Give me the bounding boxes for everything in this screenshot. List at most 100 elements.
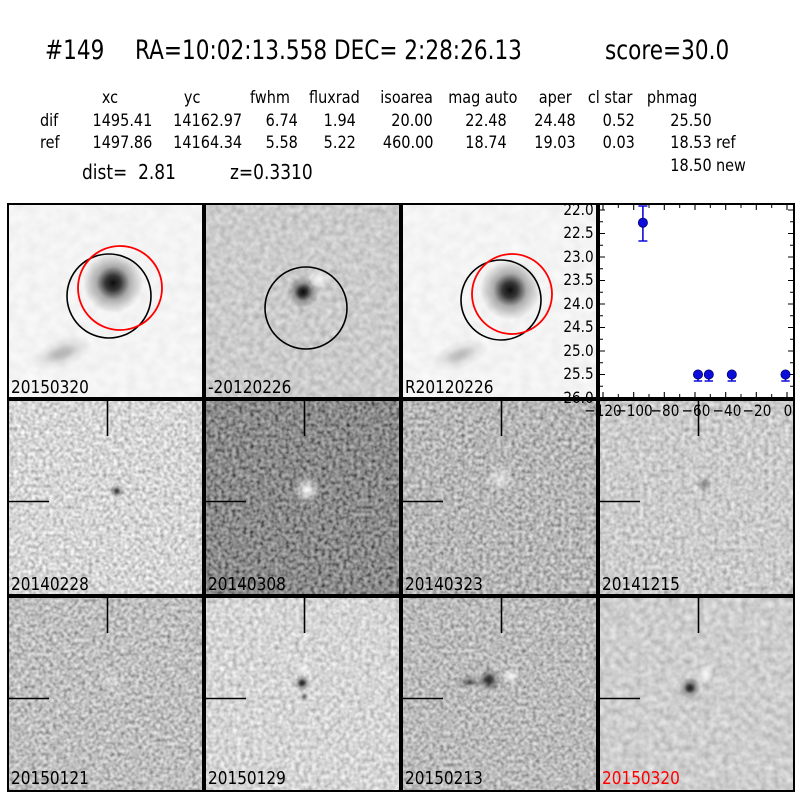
- plot-frame: [598, 203, 795, 399]
- lightcurve-plot: [598, 203, 795, 399]
- residual-blob-bright: [696, 665, 714, 683]
- panel-border: [204, 203, 401, 399]
- y-tick-label: 23.5: [563, 270, 594, 289]
- cutout-reference-image: R20120226: [401, 203, 598, 399]
- col-header-mag-auto: mag auto: [447, 88, 517, 108]
- panel-border: [204, 596, 401, 792]
- cutout-epoch-20140323: 20140323: [401, 399, 598, 596]
- ref-fluxrad: 5.22: [323, 133, 356, 153]
- major-ticks: [599, 204, 794, 399]
- source-blob: [83, 253, 143, 313]
- cutout-epoch-20150320-detection: 20150320: [598, 596, 795, 792]
- data-point: [780, 369, 791, 380]
- crosshair-ticks: [205, 597, 306, 700]
- crosshair-ticks: [402, 597, 503, 700]
- row-label-dif: dif: [40, 111, 59, 131]
- noise-background: [401, 596, 598, 792]
- cutout-epoch-20150213: 20150213: [401, 596, 598, 792]
- ref-xc: 1497.86: [92, 133, 152, 153]
- cutout-epoch-20140308: 20140308: [204, 399, 401, 596]
- panel-border: [7, 596, 204, 792]
- candidate-id: #149: [45, 35, 105, 66]
- col-header-aper: aper: [539, 88, 572, 108]
- epoch-stamp: [7, 596, 204, 792]
- col-header-isoarea: isoarea: [380, 88, 433, 108]
- epoch-stamp: [401, 399, 598, 596]
- crosshair-ticks: [8, 597, 109, 700]
- minor-ticks: [599, 204, 794, 398]
- cutout-epoch-20140228: 20140228: [7, 399, 204, 596]
- positive-residual-blob: [309, 269, 329, 289]
- x-tick-label: −40: [712, 401, 742, 420]
- crosshair-ticks: [8, 400, 109, 503]
- panel-border: [401, 596, 598, 792]
- panel-border: [401, 399, 598, 596]
- aperture-circle-black: [66, 253, 152, 339]
- epoch-stamp: [204, 399, 401, 596]
- cutout-difference-image: -20120226: [204, 203, 401, 399]
- noise-background: [598, 399, 795, 596]
- y-tick-label: 25.0: [563, 341, 594, 360]
- col-header-fluxrad: fluxrad: [309, 88, 360, 108]
- epoch-stamp: [401, 596, 598, 792]
- ref-isoarea: 460.00: [382, 133, 433, 153]
- residual-blob: [486, 465, 514, 493]
- cutout-epoch-20150121: 20150121: [7, 596, 204, 792]
- cutout-date-label: 20150129: [208, 768, 286, 789]
- residual-blob: [110, 484, 124, 498]
- residual-smear-dark: [454, 675, 484, 689]
- epoch-stamp: [598, 596, 795, 792]
- cutout-date-label: 20150320: [11, 377, 89, 398]
- ref-fwhm: 5.58: [265, 133, 298, 153]
- residual-blob: [294, 477, 320, 503]
- crosshair-ticks: [599, 400, 700, 503]
- cutout-date-label: 20150213: [405, 768, 483, 789]
- data-point: [693, 369, 704, 380]
- candidate-coordinates: RA=10:02:13.558 DEC= 2:28:26.13: [135, 35, 522, 66]
- ref-yc: 14164.34: [173, 133, 242, 153]
- residual-blob-dark: [679, 677, 701, 699]
- dif-xc: 1495.41: [92, 111, 152, 131]
- dif-fwhm: 6.74: [265, 111, 298, 131]
- difference-image-stamp: [204, 203, 401, 399]
- host-galaxy-smudge: [31, 335, 93, 371]
- col-header-xc: xc: [101, 88, 118, 108]
- y-tick-label: 24.0: [563, 294, 594, 313]
- noise-background: [7, 399, 204, 596]
- crosshair-ticks: [599, 597, 700, 700]
- host-galaxy-smudge: [431, 338, 489, 372]
- residual-blob-bright: [297, 662, 311, 676]
- crosshair-ticks: [205, 400, 306, 503]
- epoch-stamp: [204, 596, 401, 792]
- redshift-value: z=0.3310: [230, 160, 313, 184]
- dif-mag-auto: 22.48: [465, 111, 507, 131]
- aperture-circle-black: [264, 266, 348, 350]
- panel-border: [598, 399, 795, 596]
- dif-phmag: 25.50: [670, 111, 712, 131]
- data-point: [726, 369, 737, 380]
- crosshair-ticks: [402, 400, 503, 503]
- dif-yc: 14162.97: [173, 111, 242, 131]
- residual-blob-dark: [294, 675, 310, 691]
- x-tick-label: −60: [681, 401, 711, 420]
- cutout-date-label: R20120226: [405, 377, 494, 398]
- x-tick-label: −100: [615, 401, 653, 420]
- noise-background: [401, 399, 598, 596]
- residual-blob: [99, 668, 125, 694]
- residual-blob-bright: [503, 668, 519, 684]
- aperture-circle-black: [460, 259, 542, 341]
- cutout-date-label: -20120226: [208, 377, 292, 398]
- candidate-score: score=30.0: [605, 35, 730, 66]
- y-tick-label: 24.5: [563, 317, 594, 336]
- cutout-date-label-highlighted: 20150320: [602, 768, 680, 789]
- residual-blob-dark: [477, 668, 501, 692]
- dist-value: dist= 2.81: [82, 160, 176, 184]
- noise-background: [7, 596, 204, 792]
- new-phmag: 18.50: [670, 156, 712, 176]
- cutout-date-label: 20141215: [602, 574, 680, 595]
- panel-border: [598, 596, 795, 792]
- dif-aper: 24.48: [534, 111, 576, 131]
- cutout-date-label: 20140323: [405, 574, 483, 595]
- col-header-fwhm: fwhm: [250, 88, 290, 108]
